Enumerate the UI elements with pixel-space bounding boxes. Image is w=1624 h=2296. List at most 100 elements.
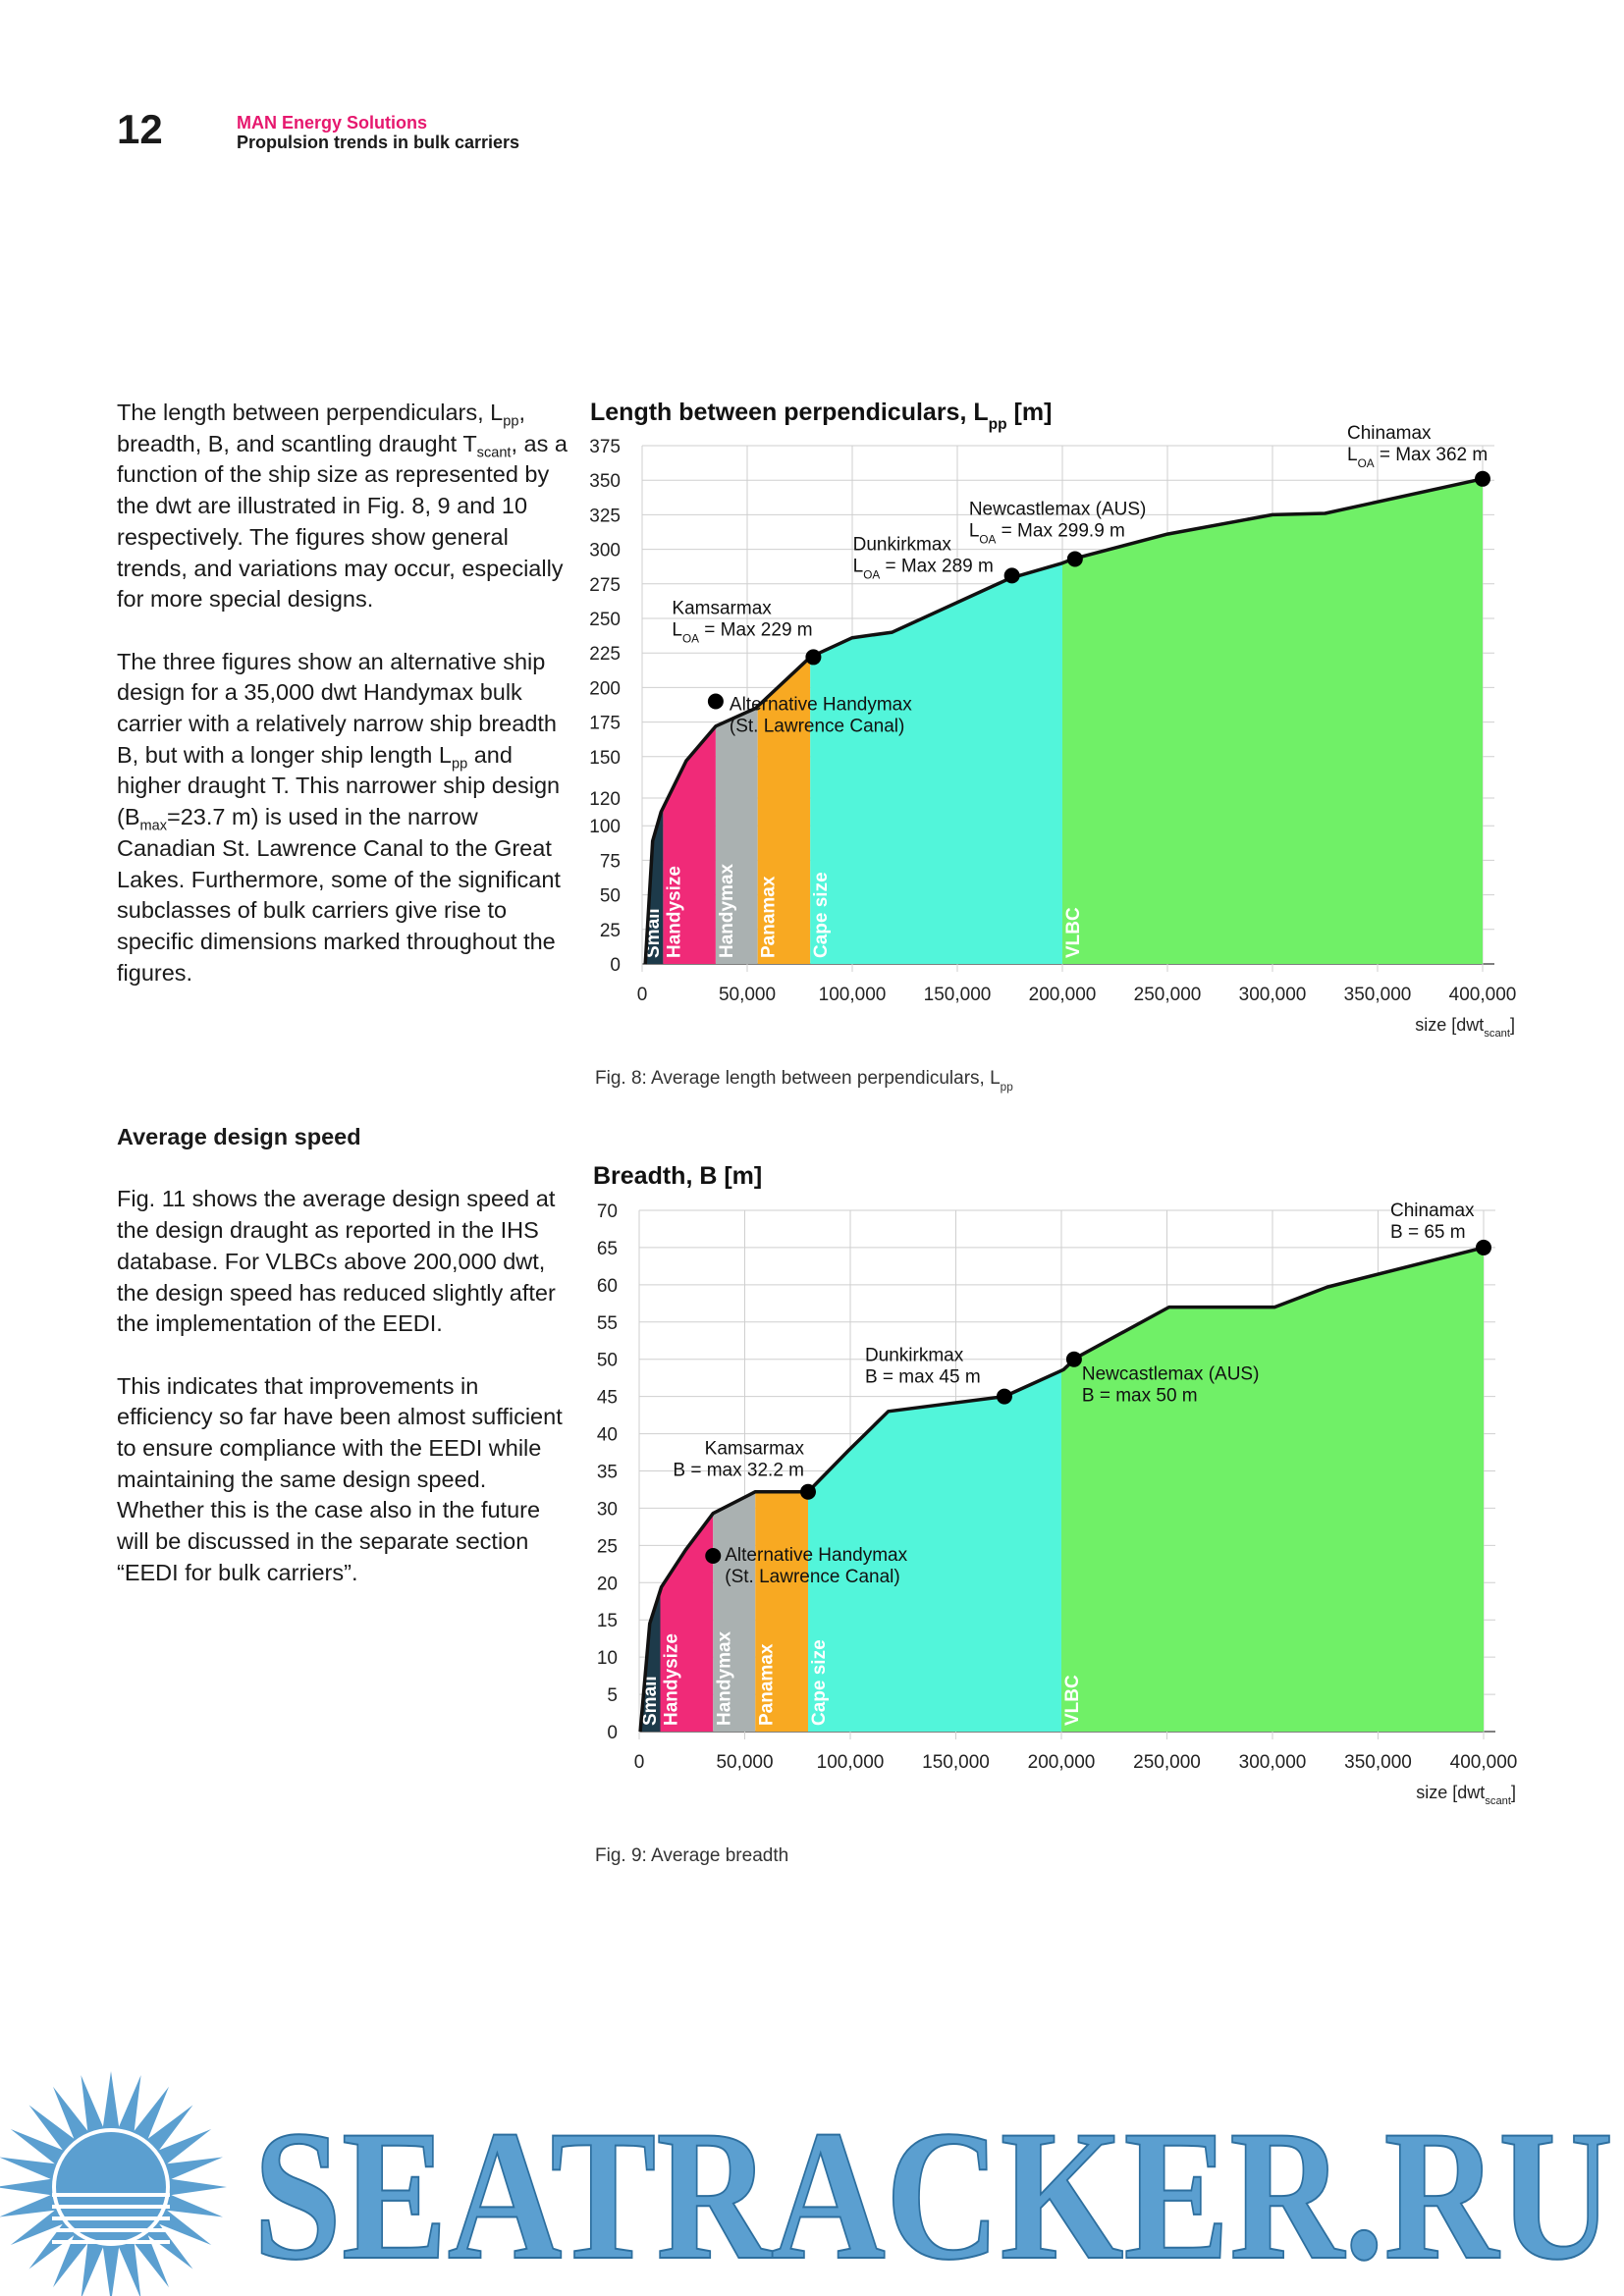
text-run: = Max 362 m <box>1375 445 1489 465</box>
text-run: Chinamax <box>1347 423 1432 444</box>
y-tick-label: 25 <box>597 1536 618 1557</box>
y-tick-label: 35 <box>597 1463 618 1483</box>
x-tick-label: 400,000 <box>1450 1752 1518 1773</box>
y-tick-label: 65 <box>597 1239 618 1259</box>
y-tick-label: 225 <box>589 644 621 665</box>
band-area <box>1062 478 1483 964</box>
text-run: and higher draught T. This narrower ship… <box>117 741 561 830</box>
x-tick-label: 50,000 <box>716 1752 773 1773</box>
marker-point <box>800 1483 816 1500</box>
y-tick-label: 40 <box>597 1425 618 1446</box>
y-tick-label: 250 <box>589 610 621 630</box>
y-tick-label: 60 <box>597 1276 618 1297</box>
text-run: ] <box>1511 1783 1516 1802</box>
y-tick-label: 325 <box>589 506 621 526</box>
point-label: Dunkirkmax <box>865 1346 964 1366</box>
text-run: ] <box>1510 1015 1515 1035</box>
text-run: B = max 45 m <box>865 1367 981 1388</box>
y-tick-label: 175 <box>589 714 621 734</box>
text-run: Alternative Handymax <box>730 694 912 715</box>
point-label: Chinamax <box>1390 1201 1475 1221</box>
point-label: Kamsarmax <box>705 1439 805 1460</box>
chart-title: Length between perpendiculars, Lpp [m] <box>590 399 1052 433</box>
text-run: =23.7 m) is used in the narrow Canadian … <box>117 804 561 986</box>
y-tick-label: 275 <box>589 575 621 596</box>
text-run: [m] <box>1007 399 1053 426</box>
point-label: LOA = Max 229 m <box>672 619 812 645</box>
x-tick-label: 400,000 <box>1449 985 1517 1005</box>
band-area <box>713 1491 756 1732</box>
marker-point <box>805 649 822 666</box>
marker-point <box>705 1547 722 1564</box>
band-label: Cape size <box>811 872 832 958</box>
point-label: B = max 32.2 m <box>673 1461 804 1481</box>
text-run: Alternative Handymax <box>725 1545 907 1566</box>
marker-point <box>707 693 724 710</box>
subscript: OA <box>682 632 699 645</box>
y-tick-label: 0 <box>610 955 621 976</box>
point-label: B = max 50 m <box>1082 1386 1198 1407</box>
text-run: = Max 229 m <box>699 619 813 640</box>
band-area <box>660 1513 714 1732</box>
band-area <box>642 807 664 964</box>
text-run: B = 65 m <box>1390 1222 1466 1243</box>
x-tick-label: 50,000 <box>719 985 776 1005</box>
profile-line <box>638 1246 1485 1733</box>
band-area <box>715 706 758 964</box>
figure-caption: Fig. 9: Average breadth <box>595 1845 788 1866</box>
text-column: Average design speed Fig. 11 shows the a… <box>117 1122 570 1620</box>
subscript: pp <box>503 413 519 430</box>
x-axis-label: size [dwtscant] <box>1416 1783 1516 1807</box>
subscript: max <box>139 818 168 834</box>
text-run: L <box>853 556 864 576</box>
x-axis-label: size [dwtscant] <box>1415 1015 1515 1040</box>
paragraph: This indicates that improvements in effi… <box>117 1371 570 1589</box>
text-run: Newcastlemax (AUS) <box>969 499 1147 519</box>
y-tick-label: 5 <box>607 1685 618 1706</box>
text-run: L <box>1347 445 1358 465</box>
subscript: pp <box>1001 1081 1014 1094</box>
y-tick-label: 300 <box>589 541 621 561</box>
y-tick-label: 20 <box>597 1574 618 1594</box>
marker-point <box>1065 1351 1082 1367</box>
band-area <box>810 562 1062 964</box>
brand: MAN Energy Solutions <box>237 113 428 133</box>
text-run: , as a function of the ship size as repr… <box>117 430 568 613</box>
band-area <box>755 1491 808 1732</box>
band-label: Cape size <box>809 1639 830 1726</box>
marker-point <box>1476 1239 1491 1255</box>
text-run: The three figures show an alternative sh… <box>117 648 557 768</box>
x-tick-label: 100,000 <box>819 985 887 1005</box>
logo-sun <box>52 2128 170 2246</box>
point-label: (St. Lawrence Canal) <box>725 1567 899 1587</box>
point-label: Dunkirkmax <box>853 534 952 555</box>
x-tick-label: 150,000 <box>924 985 992 1005</box>
marker-point <box>1003 567 1020 584</box>
y-tick-label: 75 <box>600 851 621 872</box>
point-label: Alternative Handymax <box>725 1545 907 1566</box>
subscript: scant <box>1484 1028 1511 1040</box>
page-number: 12 <box>117 106 163 152</box>
profile-line <box>643 477 1484 965</box>
text-run: = Max 289 m <box>880 556 994 576</box>
y-tick-label: 30 <box>597 1499 618 1520</box>
point-label: Chinamax <box>1347 423 1432 444</box>
y-tick-label: 15 <box>597 1611 618 1631</box>
band-label: Handysize <box>662 1633 682 1726</box>
y-tick-label: 45 <box>597 1388 618 1409</box>
band-label: Handysize <box>664 866 684 958</box>
band-area <box>808 1370 1061 1732</box>
text-run: B = max 50 m <box>1082 1386 1198 1407</box>
marker-point <box>996 1388 1012 1405</box>
x-tick-label: 300,000 <box>1239 1752 1307 1773</box>
chart-title: Breadth, B [m] <box>593 1162 762 1190</box>
text-run: This indicates that improvements in effi… <box>117 1372 563 1585</box>
text-run: L <box>969 520 980 541</box>
running-title: Propulsion trends in bulk carriers <box>237 133 520 152</box>
y-tick-label: 0 <box>607 1723 618 1743</box>
y-tick-label: 120 <box>589 789 621 810</box>
point-label: Kamsarmax <box>672 598 772 618</box>
text-run: (St. Lawrence Canal) <box>725 1567 899 1587</box>
point-label: LOA = Max 289 m <box>853 556 994 581</box>
